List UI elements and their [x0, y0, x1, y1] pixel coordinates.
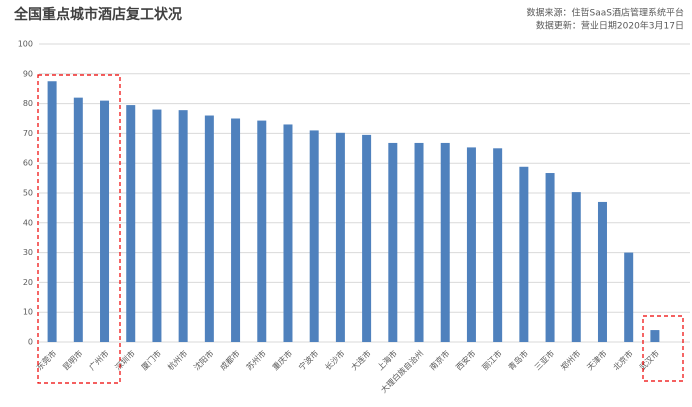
source-note: 数据来源：住哲SaaS酒店管理系统平台	[527, 7, 684, 19]
bar	[650, 330, 660, 342]
bar	[309, 130, 319, 342]
x-tick-label: 长沙市	[323, 348, 347, 372]
y-tick-label: 80	[23, 99, 33, 108]
bar	[178, 110, 188, 342]
bar	[231, 118, 241, 342]
y-tick-label: 70	[23, 129, 33, 138]
bar	[597, 201, 607, 342]
x-tick-label: 广州市	[87, 348, 111, 372]
y-tick-label: 50	[23, 189, 33, 198]
bar	[493, 148, 503, 342]
bar	[73, 97, 83, 342]
update-note: 数据更新：营业日期2020年3月17日	[536, 20, 684, 32]
bar	[47, 81, 57, 342]
x-tick-label: 北京市	[611, 348, 635, 372]
bar	[440, 142, 450, 342]
x-tick-label: 宁波市	[296, 348, 320, 372]
x-tick-label: 青岛市	[506, 348, 530, 372]
x-tick-label: 苏州市	[244, 348, 268, 372]
x-tick-label: 三亚市	[532, 348, 556, 372]
bar	[335, 132, 345, 342]
bar	[388, 142, 398, 342]
x-tick-label: 武汉市	[637, 348, 661, 372]
bar	[414, 142, 424, 342]
bar	[152, 109, 162, 342]
bar	[571, 192, 581, 342]
bar	[624, 252, 634, 342]
highlight-box	[37, 74, 121, 384]
bar	[362, 134, 372, 342]
x-tick-label: 重庆市	[270, 348, 294, 372]
y-tick-label: 100	[18, 40, 33, 49]
x-tick-label: 西安市	[454, 348, 478, 372]
bar	[204, 115, 214, 343]
x-tick-label: 深圳市	[113, 348, 137, 372]
bar	[545, 173, 555, 342]
y-tick-label: 90	[23, 69, 33, 78]
x-tick-label: 昆明市	[60, 348, 84, 372]
bar	[257, 120, 267, 342]
y-tick-label: 60	[23, 159, 33, 168]
bar	[466, 147, 476, 342]
x-tick-label: 上海市	[375, 348, 399, 372]
x-tick-label: 郑州市	[558, 348, 582, 372]
x-tick-label: 南京市	[427, 348, 451, 372]
y-tick-label: 30	[23, 248, 33, 257]
x-tick-label: 天津市	[585, 348, 609, 372]
bar	[283, 124, 293, 343]
y-tick-label: 20	[23, 278, 33, 287]
x-tick-label: 沈阳市	[191, 348, 215, 372]
highlight-box	[642, 315, 684, 382]
y-tick-label: 10	[23, 308, 33, 317]
bar	[100, 100, 110, 343]
x-tick-label: 杭州市	[165, 348, 189, 372]
bar	[126, 105, 136, 342]
x-tick-label: 丽江市	[480, 348, 504, 372]
chart-title: 全国重点城市酒店复工状况	[13, 6, 182, 23]
y-tick-label: 40	[23, 218, 33, 227]
x-tick-label: 成都市	[218, 348, 242, 372]
bar	[519, 166, 529, 342]
x-tick-label: 大连市	[349, 348, 373, 372]
x-tick-label: 厦门市	[139, 348, 163, 372]
y-tick-label: 0	[28, 338, 33, 347]
